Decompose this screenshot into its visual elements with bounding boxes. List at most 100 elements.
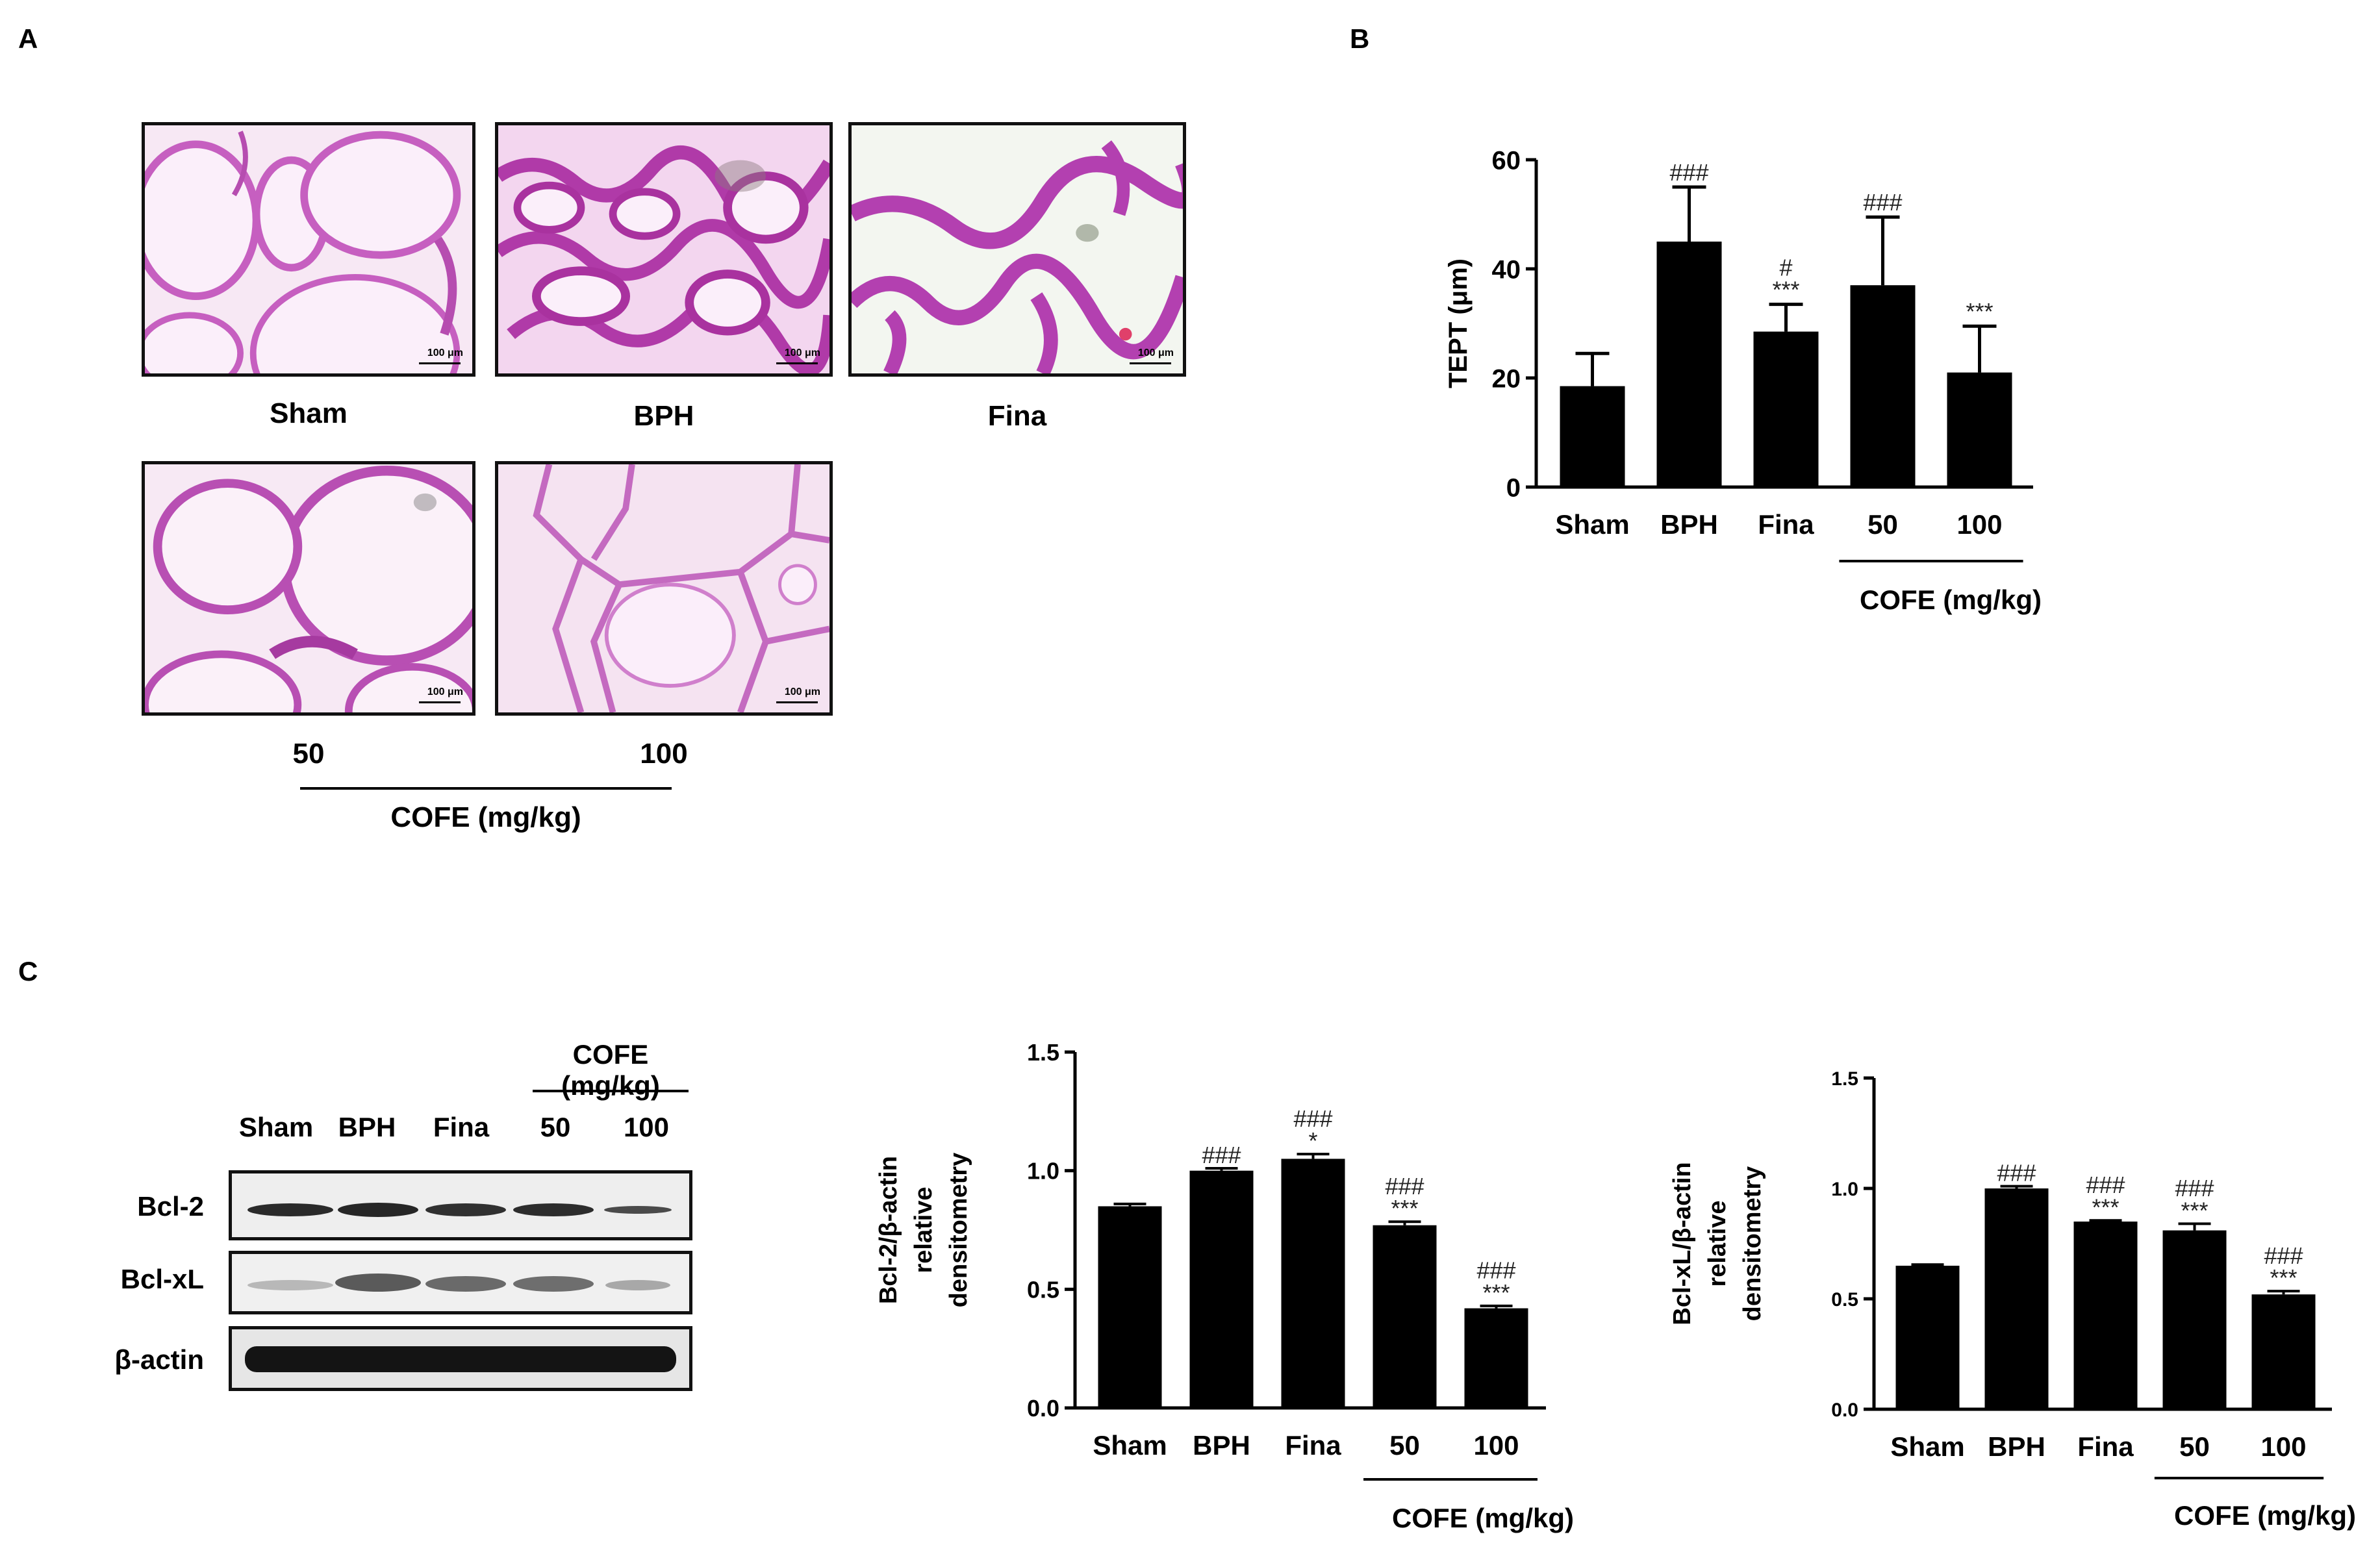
bar-fina [1753,331,1819,487]
bar-bph [1984,1188,2049,1409]
bar-100 [1464,1308,1528,1408]
significance-mark: ### [2086,1172,2125,1198]
scale-bar-label: 100 μm [784,347,820,358]
blot-lane-bph: BPH [338,1112,396,1142]
y-tick-label: 1.5 [1027,1039,1059,1066]
bar-bph [1189,1170,1254,1408]
scale-bar [419,362,461,364]
blot-row-label-bactin: β-actin [114,1344,204,1375]
x-tick-label: Sham [1555,509,1629,540]
panel-letter-a: A [18,23,38,54]
significance-mark: ### [1669,159,1708,186]
bar-bph [1656,242,1722,487]
y-tick-label: 0 [1506,473,1521,502]
x-tick-label: BPH [1193,1430,1250,1461]
chart-bclxl: 0.0 0.5 1.0 1.5 Bcl-xL/β-actin relative densit… [1669,1068,2356,1531]
bar-sham [1098,1206,1162,1408]
micrograph-label-fina: Fina [987,400,1047,432]
scale-bar-label: 100 μm [784,686,820,697]
x-tick-label: 100 [1473,1430,1519,1461]
significance-mark: *** [1772,277,1799,303]
blot-lane-fina: Fina [433,1112,490,1142]
bar-50 [2162,1230,2227,1409]
blot-row-label-bclxl: Bcl-xL [120,1264,204,1294]
significance-mark: ### [1476,1257,1515,1284]
y-axis-label: TEPT (μm) [1444,258,1473,388]
blot-strip-bactin [229,1326,692,1391]
x-tick-label: 50 [2179,1431,2210,1462]
y-tick-label: 40 [1492,255,1521,284]
blot-row-label-bcl2: Bcl-2 [137,1191,204,1222]
significance-mark: ### [1863,189,1902,216]
y-tick-label: 0.5 [1027,1276,1059,1303]
bar-sham [1560,386,1625,487]
micrograph-fina: 100 μm [848,122,1186,377]
micrograph-label-50: 50 [292,738,325,770]
micrograph-cofe-50: 100 μm [142,461,475,716]
bar-fina [2073,1222,2138,1409]
blot-lane-100: 100 [623,1112,670,1142]
scale-bar-label: 100 μm [427,686,463,697]
bar-sham [1895,1266,1960,1409]
micrograph-cofe-100: 100 μm [495,461,833,716]
blot-lane-sham: Sham [238,1112,314,1142]
scale-bar [776,701,818,703]
y-tick-label: 60 [1492,146,1521,175]
significance-mark: *** [1482,1279,1510,1306]
y-tick-label: 1.0 [1027,1158,1059,1185]
x-tick-label: 50 [1389,1430,1420,1461]
significance-mark: *** [2270,1264,2297,1291]
micrograph-label-bph: BPH [633,400,694,432]
y-axis-label: relative [1704,1200,1731,1286]
scale-bar-label: 100 μm [1137,347,1174,358]
micrograph-sham: 100 μm [142,122,475,377]
significance-mark: ### [1202,1142,1241,1168]
blot-group-label: COFE (mg/kg) [561,1039,660,1101]
panel-letter-b: B [1350,23,1370,54]
blot-lane-labels: Sham BPH Fina 50 100 [227,1112,695,1148]
bar-100 [1947,372,2012,487]
x-tick-label: 100 [2260,1431,2306,1462]
blot-strip-bcl2 [229,1170,692,1240]
chart-bcl2: 0.0 0.5 1.0 1.5 Bcl-2/β-actin relative densito… [875,1039,1574,1533]
group-label: COFE (mg/kg) [1392,1503,1574,1533]
y-axis-label: densitometry [945,1153,972,1308]
significance-mark: *** [2181,1197,2208,1223]
group-label: COFE (mg/kg) [2174,1500,2356,1531]
group-label: COFE (mg/kg) [1860,584,2042,615]
significance-mark: ### [1997,1160,2036,1186]
y-axis-label: densitometry [1739,1166,1766,1322]
y-axis-label: Bcl-xL/β-actin [1669,1162,1696,1325]
significance-mark: # [1779,254,1792,281]
x-tick-label: Fina [1285,1430,1341,1461]
x-tick-label: Sham [1093,1430,1167,1461]
y-tick-label: 20 [1492,364,1521,393]
scale-bar-label: 100 μm [427,347,463,358]
y-axis-label: Bcl-2/β-actin [875,1156,902,1304]
x-tick-label: Fina [2077,1431,2134,1462]
y-tick-label: 1.0 [1831,1179,1858,1200]
significance-mark: * [1308,1127,1317,1154]
scale-bar [419,701,461,703]
y-tick-label: 1.5 [1831,1068,1858,1090]
significance-mark: ### [1293,1105,1332,1132]
y-tick-label: 0.5 [1831,1289,1858,1311]
significance-mark: *** [2092,1194,2119,1220]
x-tick-label: Fina [1758,509,1814,540]
blot-strip-bclxl [229,1251,692,1314]
significance-mark: ### [2175,1175,2214,1201]
scale-bar [776,362,818,364]
significance-mark: *** [1391,1195,1418,1222]
x-tick-label: 50 [1867,509,1898,540]
y-axis-label: relative [910,1186,937,1273]
significance-mark: ### [2264,1242,2303,1269]
bar-50 [1850,285,1916,487]
micrograph-bph: 100 μm [495,122,833,377]
cofe-group-label: COFE (mg/kg) [390,801,581,833]
x-tick-label: BPH [1988,1431,2045,1462]
bar-100 [2251,1294,2316,1409]
panel-letter-c: C [18,956,38,986]
micrograph-label-100: 100 [640,738,688,770]
blot-lane-50: 50 [540,1112,571,1142]
